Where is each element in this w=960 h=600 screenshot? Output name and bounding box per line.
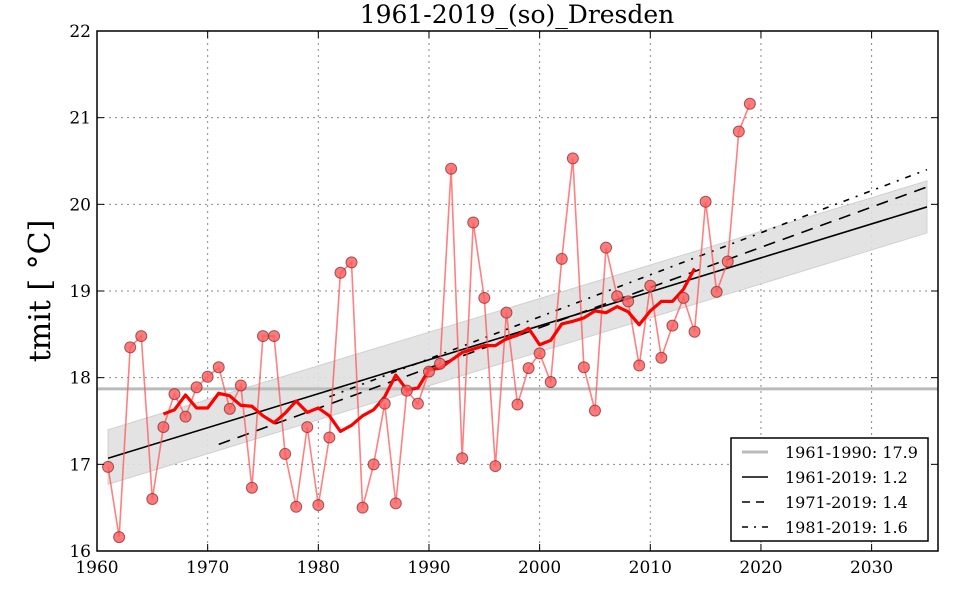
y-tick-label: 20 xyxy=(69,195,91,215)
y-tick-label: 19 xyxy=(69,282,91,302)
annual-data-point xyxy=(710,285,723,298)
annual-data-point xyxy=(422,365,435,378)
annual-data-point xyxy=(522,362,535,375)
legend: 1961-1990: 17.9 1961-2019: 1.2 1971-2019: … xyxy=(730,437,929,542)
annual-data-point xyxy=(135,330,148,343)
points-layer xyxy=(102,97,756,544)
annual-data-point xyxy=(600,241,613,254)
annual-data-point xyxy=(677,291,690,304)
annual-data-point xyxy=(511,398,524,411)
y-tick-label: 16 xyxy=(69,542,91,562)
annual-data-point xyxy=(478,291,491,304)
annual-data-point xyxy=(290,500,303,513)
annual-data-point xyxy=(688,325,701,338)
annual-data-point xyxy=(622,295,635,308)
annual-data-point xyxy=(400,384,413,397)
annual-data-point xyxy=(279,447,292,460)
axis-ticks: 1960 1970 1980 1990 2000 2010 2020 2030 16 17 18 19… xyxy=(69,22,938,578)
x-tick-label: 1970 xyxy=(186,558,229,578)
legend-box xyxy=(730,437,929,542)
trend-dashed-line xyxy=(218,186,928,446)
annual-data-point xyxy=(666,319,679,332)
annual-data-point xyxy=(544,376,557,388)
annual-data-point xyxy=(743,97,756,110)
annual-data-point xyxy=(124,341,137,354)
annual-data-point xyxy=(179,410,192,423)
legend-label: 1961-1990: 17.9 xyxy=(785,443,918,462)
legend-label: 1971-2019: 1.4 xyxy=(785,493,908,512)
y-tick-label: 17 xyxy=(69,455,91,475)
annual-data-point xyxy=(611,290,624,303)
annual-data-point xyxy=(157,421,170,434)
y-axis-label: tmit [ °C] xyxy=(23,220,58,363)
annual-data-point xyxy=(411,397,424,410)
annual-data-point xyxy=(245,481,258,494)
annual-data-point xyxy=(356,501,369,514)
annual-data-point xyxy=(389,497,402,510)
y-tick-label: 18 xyxy=(69,369,91,389)
annual-data-point xyxy=(445,162,458,175)
annual-data-point xyxy=(146,493,159,505)
annual-data-point xyxy=(721,255,734,268)
x-tick-label: 2000 xyxy=(518,558,561,578)
annual-data-point xyxy=(732,125,745,138)
annual-data-point xyxy=(168,388,181,401)
annual-data-point xyxy=(312,499,325,512)
annual-data-point xyxy=(533,347,546,360)
legend-label: 1981-2019: 1.6 xyxy=(785,518,908,537)
x-tick-label: 2020 xyxy=(739,558,782,578)
annual-data-point xyxy=(588,404,601,417)
annual-data-point xyxy=(234,379,247,392)
annual-data-point xyxy=(467,216,480,229)
annual-data-point xyxy=(102,460,115,473)
annual-data-point xyxy=(577,361,590,374)
annual-data-point xyxy=(367,458,380,471)
x-tick-label: 1990 xyxy=(407,558,450,578)
annual-data-point xyxy=(699,195,712,208)
annual-data-point xyxy=(633,359,646,372)
trend-solid-line xyxy=(107,206,928,460)
annual-data-point xyxy=(201,370,214,383)
legend-label: 1961-2019: 1.2 xyxy=(785,468,908,487)
chart-title: 1961-2019_(so)_Dresden xyxy=(360,0,675,29)
annual-data-point xyxy=(212,361,225,374)
annual-data-point xyxy=(323,431,336,444)
annual-data-point xyxy=(566,152,579,165)
annual-data-point xyxy=(301,421,314,434)
annual-data-point xyxy=(268,330,281,343)
annual-data-point xyxy=(434,357,447,370)
annual-data-point xyxy=(190,381,203,394)
annual-data-point xyxy=(655,351,668,364)
x-tick-label: 2010 xyxy=(629,558,672,578)
y-tick-label: 22 xyxy=(69,22,91,42)
x-tick-label: 2030 xyxy=(850,558,893,578)
annual-data-point xyxy=(500,306,513,319)
annual-data-point xyxy=(256,330,269,343)
y-tick-label: 21 xyxy=(69,109,91,129)
annual-data-point xyxy=(113,531,126,544)
annual-data-point xyxy=(555,252,568,265)
x-tick-label: 1960 xyxy=(75,558,118,578)
annual-data-point xyxy=(345,256,358,269)
annual-data-point xyxy=(334,266,347,279)
annual-data-point xyxy=(378,397,391,410)
annual-data-point xyxy=(456,452,469,465)
annual-data-point xyxy=(644,279,657,292)
x-tick-label: 1980 xyxy=(297,558,340,578)
annual-data-point xyxy=(223,402,236,415)
trend-dashdot-line xyxy=(329,168,928,398)
annual-data-point xyxy=(489,460,502,473)
